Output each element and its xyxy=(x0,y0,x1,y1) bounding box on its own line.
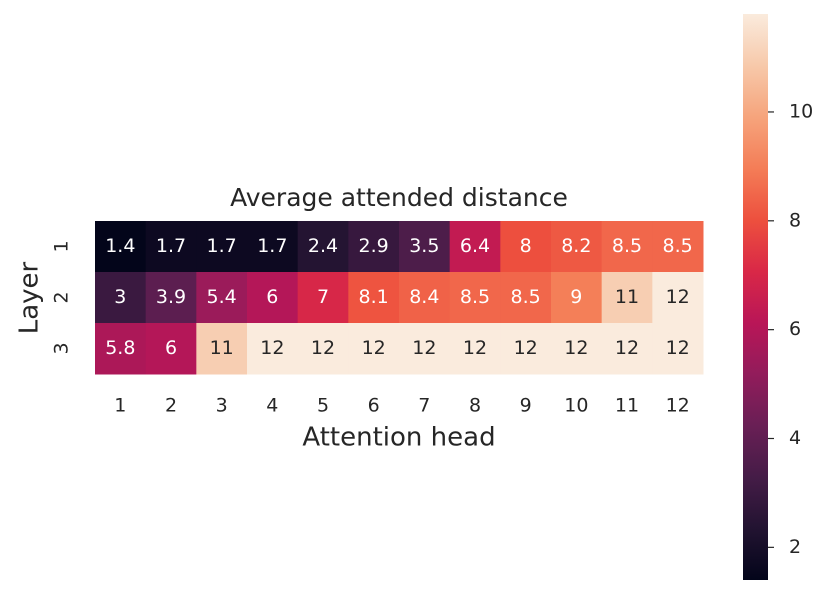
cell-label: 3.9 xyxy=(156,286,186,308)
cell-label: 1.4 xyxy=(105,235,135,257)
heatmap-cell xyxy=(297,221,349,273)
colorbar xyxy=(743,14,768,580)
cell-label: 3.5 xyxy=(409,235,439,257)
cell-label: 1.7 xyxy=(257,235,287,257)
cell-label: 5.4 xyxy=(207,286,237,308)
heatmap-cell xyxy=(399,272,451,324)
x-axis-label: Attention head xyxy=(302,423,495,453)
colorbar-tick-label: 10 xyxy=(789,100,813,122)
heatmap-cell xyxy=(500,272,552,324)
cell-label: 3 xyxy=(114,286,126,308)
heatmap-cell xyxy=(297,272,349,324)
cell-label: 2.9 xyxy=(359,235,389,257)
x-tick-label: 11 xyxy=(615,395,639,417)
heatmap-cell xyxy=(196,221,248,273)
colorbar-tick-label: 4 xyxy=(789,427,801,449)
cell-label: 6 xyxy=(165,337,177,359)
heatmap-cell xyxy=(652,221,704,273)
x-tick-label: 2 xyxy=(165,395,177,417)
heatmap-cell xyxy=(145,221,197,273)
heatmap-cell xyxy=(551,272,603,324)
heatmap-cell xyxy=(399,323,451,375)
x-tick-label: 4 xyxy=(266,395,278,417)
x-tick-label: 3 xyxy=(216,395,228,417)
cell-label: 8 xyxy=(520,235,532,257)
x-tick-label: 1 xyxy=(114,395,126,417)
heatmap-cell xyxy=(601,323,653,375)
cell-label: 8.5 xyxy=(663,235,693,257)
x-tick-label: 8 xyxy=(469,395,481,417)
heatmap-cell xyxy=(348,221,400,273)
heatmap-cell xyxy=(601,272,653,324)
cell-label: 1.7 xyxy=(156,235,186,257)
cell-label: 1.7 xyxy=(207,235,237,257)
cell-label: 12 xyxy=(514,337,538,359)
colorbar-tick-label: 8 xyxy=(789,209,801,231)
cell-label: 8.4 xyxy=(409,286,439,308)
x-tick-label: 7 xyxy=(418,395,430,417)
cell-label: 9 xyxy=(570,286,582,308)
heatmap-cell xyxy=(348,272,400,324)
heatmap-cell xyxy=(449,272,501,324)
heatmap-cell xyxy=(95,221,147,273)
colorbar-tick-label: 2 xyxy=(789,536,801,558)
cell-label: 6.4 xyxy=(460,235,490,257)
heatmap-cell xyxy=(95,272,147,324)
heatmap-cell xyxy=(196,272,248,324)
colorbar-tick-label: 6 xyxy=(789,318,801,340)
heatmap-cell xyxy=(297,323,349,375)
y-tick-label: 2 xyxy=(51,291,73,303)
x-tick-label: 10 xyxy=(564,395,588,417)
x-tick-label: 12 xyxy=(666,395,690,417)
cell-label: 8.1 xyxy=(359,286,389,308)
cell-label: 12 xyxy=(666,337,690,359)
cell-label: 2.4 xyxy=(308,235,338,257)
chart-title: Average attended distance xyxy=(230,183,568,212)
cell-label: 12 xyxy=(666,286,690,308)
cell-label: 7 xyxy=(317,286,329,308)
cell-label: 12 xyxy=(564,337,588,359)
cell-label: 12 xyxy=(412,337,436,359)
cell-label: 12 xyxy=(311,337,335,359)
heatmap-cell xyxy=(145,323,197,375)
cell-label: 8.5 xyxy=(612,235,642,257)
x-tick-label: 5 xyxy=(317,395,329,417)
heatmap-cell xyxy=(500,221,552,273)
heatmap-cell xyxy=(399,221,451,273)
heatmap-cell xyxy=(449,323,501,375)
heatmap-cell xyxy=(551,221,603,273)
heatmap-cell xyxy=(95,323,147,375)
y-axis-label: Layer xyxy=(15,261,45,334)
y-tick-label: 3 xyxy=(51,342,73,354)
x-tick-label: 9 xyxy=(520,395,532,417)
cell-label: 8.5 xyxy=(460,286,490,308)
heatmap-cell xyxy=(145,272,197,324)
y-tick-label: 1 xyxy=(51,240,73,252)
cell-label: 11 xyxy=(210,337,234,359)
heatmap-cell xyxy=(247,272,299,324)
heatmap-cell xyxy=(601,221,653,273)
cell-label: 12 xyxy=(260,337,284,359)
heatmap-cell xyxy=(348,323,400,375)
heatmap-cell xyxy=(551,323,603,375)
heatmap-cell xyxy=(500,323,552,375)
cell-label: 12 xyxy=(615,337,639,359)
cell-label: 6 xyxy=(266,286,278,308)
cell-label: 8.5 xyxy=(511,286,541,308)
heatmap-cell xyxy=(652,323,704,375)
x-tick-label: 6 xyxy=(368,395,380,417)
heatmap-cell xyxy=(196,323,248,375)
cell-label: 5.8 xyxy=(105,337,135,359)
cell-label: 11 xyxy=(615,286,639,308)
heatmap-cell xyxy=(247,323,299,375)
cell-label: 12 xyxy=(362,337,386,359)
heatmap-cell xyxy=(652,272,704,324)
heatmap-cell xyxy=(247,221,299,273)
cell-label: 12 xyxy=(463,337,487,359)
cell-label: 8.2 xyxy=(561,235,591,257)
heatmap-cell xyxy=(449,221,501,273)
